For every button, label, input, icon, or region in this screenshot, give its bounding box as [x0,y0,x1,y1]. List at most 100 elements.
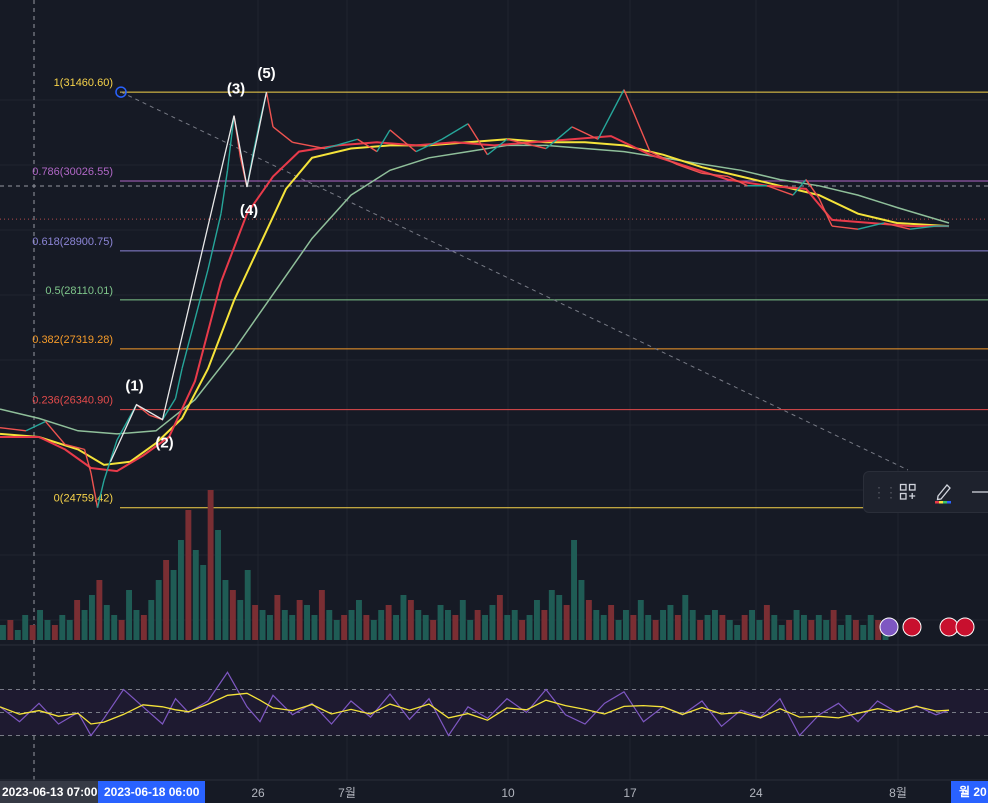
volume-bar [608,605,615,640]
volume-bar [7,620,14,640]
volume-bar [778,625,785,640]
volume-bar [674,615,681,640]
price-candle [441,123,469,140]
volume-bar [823,620,830,640]
event-marker[interactable] [939,617,959,637]
volume-bar [170,570,177,640]
price-candle [90,472,99,508]
volume-bar [615,620,622,640]
volume-bar [229,590,236,640]
volume-bar [875,620,882,640]
us-flag-event-icon[interactable] [902,617,922,637]
price-candle [415,138,443,153]
volume-bar [437,605,444,640]
elliott-wave-label: (2) [155,435,173,452]
volume-bar [296,600,303,640]
time-axis[interactable]: 26 7월 10 17 24 8월 [0,617,988,803]
volume-bar [81,610,88,640]
price-candle [831,225,859,230]
volume-bar [482,615,488,640]
volume-bar [712,610,718,640]
volume-bar [148,600,155,640]
volume-bar [407,600,414,640]
volume-bar [571,540,577,640]
fibonacci-retracement[interactable]: 1(31460.60) 0.786(30026.55) 0.618(28900.75… [32,77,988,509]
price-candle [792,179,807,196]
volume-bar [534,600,540,640]
volume-bar [526,615,533,640]
fib-level-label: 0(24759.42) [54,493,113,505]
volume-bar [541,610,548,640]
price-candle [174,368,183,399]
volume-bar [281,610,288,640]
volume-bar [452,615,459,640]
drag-handle-icon[interactable]: ⋮⋮ [872,484,898,500]
add-template-icon[interactable] [896,480,920,504]
fib-level-label: 0.236(26340.90) [32,395,113,407]
volume-bar [333,620,340,640]
trend-line-anchor-handle[interactable] [115,86,127,98]
volume-bar [600,615,607,640]
volume-bar [652,620,659,640]
volume-bar [304,605,310,640]
volume-bar [318,590,325,640]
volume-bar [504,615,511,640]
volume-bar [623,610,629,640]
volume-bar [192,550,199,640]
volume-bar [237,600,244,640]
volume-bar [44,620,51,640]
event-marker[interactable] [902,617,922,637]
volume-bar [852,620,859,640]
volume-bar [801,615,807,640]
lightning-event-icon[interactable] [879,617,899,637]
pencil-color-icon[interactable] [932,480,956,504]
volume-bar [22,615,29,640]
drawing-toolbar: ⋮⋮ [863,471,988,513]
volume-bar [682,595,689,640]
us-flag-event-icon[interactable] [939,617,959,637]
crosshair-time-label: 2023-06-13 07:00 [0,781,104,803]
price-candle [727,175,748,187]
price-candle [467,123,489,156]
price-candle [818,197,833,227]
fib-level-label: 0.382(27319.28) [32,334,113,346]
volume-bar [548,590,555,640]
price-candle [220,170,229,214]
volume-bar [185,510,192,640]
volume-bar [422,615,429,640]
price-candle [883,222,911,230]
volume-bar [697,620,704,640]
volume-bar [474,610,481,640]
event-marker[interactable] [955,617,975,637]
elliott-wave-label: (4) [240,202,258,219]
price-candle [25,420,46,432]
volume-bar [845,615,852,640]
price-candle [597,89,625,140]
volume-bar [222,580,229,640]
volume-bar [430,620,437,640]
us-flag-event-icon[interactable] [955,617,975,637]
fib-level-label: 1(31460.60) [54,77,113,89]
volume-bar [363,615,370,640]
volume-bar [96,580,103,640]
event-marker[interactable] [879,617,899,637]
volume-bar [815,615,822,640]
volume-bar [267,615,273,640]
elliott-wave[interactable]: (1) (2) (3) (4) (5) [109,65,276,463]
volume-bar [0,625,6,640]
line-style-icon[interactable] [968,480,988,504]
elliott-wave-path[interactable] [109,91,268,463]
volume-bar [578,580,585,640]
volume-bar [103,605,110,640]
price-candle [857,222,885,230]
fib-level-label: 0.5(28110.01) [45,285,113,297]
volume-bar [704,615,711,640]
volume-bar [667,605,674,640]
volume-bar [178,540,184,640]
price-candle [292,141,326,150]
volume-bar [74,600,81,640]
volume-bar [467,620,474,640]
volume-bar [133,610,140,640]
time-axis-tick: 17 [623,786,637,800]
